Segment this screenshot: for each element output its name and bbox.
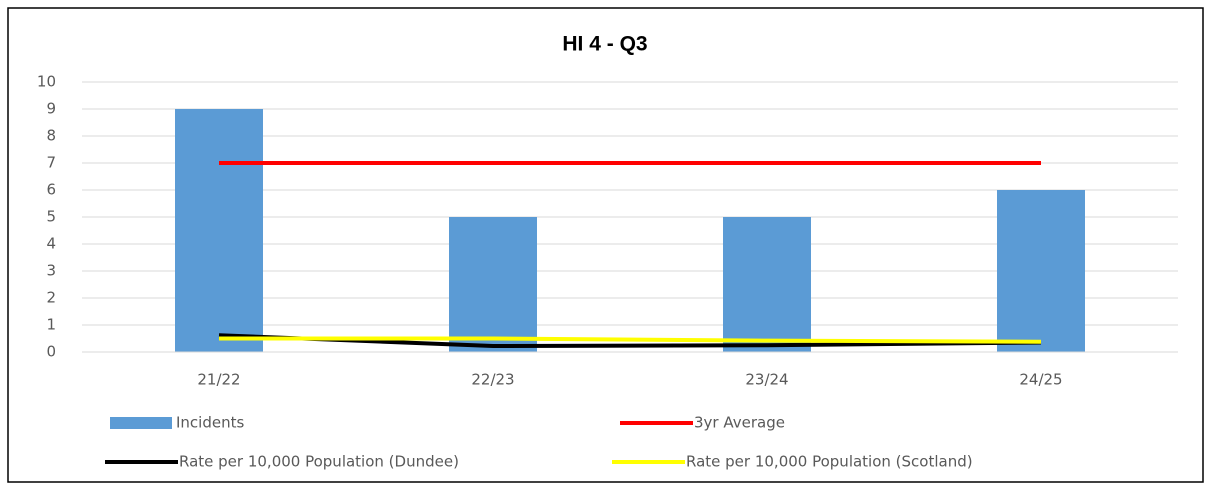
y-tick-label: 4 xyxy=(46,235,56,253)
x-tick-label: 21/22 xyxy=(197,371,240,389)
legend-label: 3yr Average xyxy=(694,414,785,432)
legend-label: Rate per 10,000 Population (Dundee) xyxy=(179,453,459,471)
y-tick-label: 1 xyxy=(46,316,56,334)
y-tick-label: 2 xyxy=(46,289,56,307)
y-tick-label: 9 xyxy=(46,100,56,118)
y-tick-label: 5 xyxy=(46,208,56,226)
legend-label: Incidents xyxy=(176,414,244,432)
y-tick-label: 0 xyxy=(46,343,56,361)
x-tick-label: 23/24 xyxy=(745,371,788,389)
bar xyxy=(175,109,263,352)
bar xyxy=(723,217,811,352)
x-tick-label: 24/25 xyxy=(1019,371,1062,389)
y-tick-label: 8 xyxy=(46,127,56,145)
legend-label: Rate per 10,000 Population (Scotland) xyxy=(686,453,973,471)
bar xyxy=(449,217,537,352)
x-tick-label: 22/23 xyxy=(471,371,514,389)
y-tick-label: 6 xyxy=(46,181,56,199)
y-tick-label: 10 xyxy=(37,73,56,91)
chart-title: HI 4 - Q3 xyxy=(562,33,647,56)
bar xyxy=(997,190,1085,352)
y-tick-label: 3 xyxy=(46,262,56,280)
line-series xyxy=(218,333,1042,349)
y-tick-label: 7 xyxy=(46,154,56,172)
legend-swatch xyxy=(110,417,172,429)
line-series xyxy=(219,336,1042,344)
